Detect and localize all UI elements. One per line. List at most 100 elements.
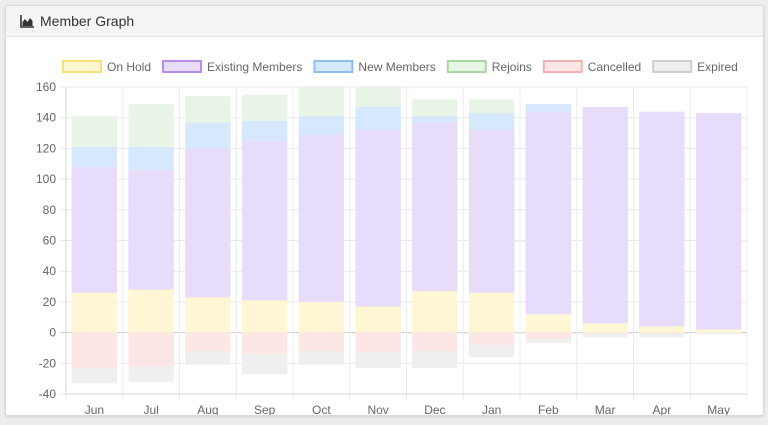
bar-expired-jun[interactable] — [71, 367, 118, 384]
y-tick-label: 80 — [43, 203, 57, 217]
legend-swatch-on-hold[interactable] — [62, 60, 102, 73]
bar-cancelled-apr[interactable] — [639, 332, 685, 335]
y-tick-label: 140 — [36, 111, 56, 125]
bar-existing-members-feb[interactable] — [525, 111, 572, 315]
bar-cancelled-jul[interactable] — [128, 332, 174, 367]
x-tick-label: Aug — [197, 403, 218, 415]
bar-new-members-sep[interactable] — [241, 120, 288, 141]
y-tick-label: 20 — [43, 295, 57, 309]
legend-swatch-existing-members[interactable] — [162, 60, 203, 73]
bar-cancelled-oct[interactable] — [298, 332, 345, 352]
bar-expired-apr[interactable] — [639, 334, 685, 338]
legend-swatch-expired[interactable] — [652, 60, 693, 73]
bar-on-hold-feb[interactable] — [525, 314, 572, 333]
bar-expired-dec[interactable] — [412, 351, 458, 368]
bar-expired-feb[interactable] — [525, 338, 572, 344]
bar-existing-members-jul[interactable] — [128, 169, 174, 290]
legend-swatch-new-members[interactable] — [313, 60, 354, 73]
bar-rejoins-jun[interactable] — [71, 116, 118, 147]
panel-header: Member Graph — [6, 6, 763, 37]
bar-rejoins-dec[interactable] — [412, 99, 458, 117]
x-tick-label: Apr — [653, 403, 672, 415]
y-tick-label: 100 — [36, 172, 56, 186]
y-tick-label: -40 — [39, 387, 57, 401]
bar-cancelled-jan[interactable] — [468, 332, 515, 345]
bar-on-hold-mar[interactable] — [582, 323, 628, 333]
legend-label-existing-members[interactable]: Existing Members — [207, 60, 302, 74]
y-tick-label: -20 — [39, 356, 57, 370]
bar-cancelled-dec[interactable] — [412, 332, 458, 352]
bar-expired-aug[interactable] — [185, 351, 231, 365]
member-chart: On Hold Existing Members New Members Rejoin… — [36, 60, 748, 415]
legend-label-cancelled[interactable]: Cancelled — [588, 60, 641, 74]
bar-rejoins-jan[interactable] — [468, 99, 515, 114]
bar-cancelled-sep[interactable] — [241, 332, 288, 355]
bar-existing-members-nov[interactable] — [355, 129, 401, 307]
bar-new-members-nov[interactable] — [355, 106, 401, 130]
bar-on-hold-jan[interactable] — [468, 292, 515, 333]
bar-existing-members-apr[interactable] — [639, 111, 685, 327]
bar-expired-mar[interactable] — [582, 334, 628, 338]
bar-on-hold-may[interactable] — [695, 329, 742, 333]
bar-on-hold-jun[interactable] — [71, 292, 118, 333]
bar-on-hold-oct[interactable] — [298, 301, 345, 333]
x-tick-label: Jun — [85, 403, 104, 415]
bar-expired-nov[interactable] — [355, 352, 401, 368]
bar-cancelled-mar[interactable] — [582, 332, 628, 335]
member-graph-panel: Member Graph On Hold Existing Members New … — [5, 5, 764, 416]
bar-cancelled-feb[interactable] — [525, 332, 572, 339]
bar-rejoins-jul[interactable] — [128, 103, 174, 147]
bar-expired-jul[interactable] — [128, 366, 174, 382]
x-tick-label: Mar — [595, 403, 616, 415]
legend-label-new-members[interactable]: New Members — [358, 60, 435, 74]
legend-label-rejoins[interactable]: Rejoins — [492, 60, 532, 74]
bar-existing-members-oct[interactable] — [298, 134, 345, 302]
bar-on-hold-jul[interactable] — [128, 289, 174, 333]
bar-expired-sep[interactable] — [241, 354, 288, 375]
bar-existing-members-jan[interactable] — [468, 129, 515, 293]
x-tick-label: Jan — [482, 403, 501, 415]
bar-new-members-dec[interactable] — [412, 116, 458, 123]
bar-new-members-feb[interactable] — [525, 103, 572, 112]
bar-existing-members-dec[interactable] — [412, 122, 458, 292]
bar-on-hold-aug[interactable] — [185, 297, 231, 333]
bar-new-members-aug[interactable] — [185, 122, 231, 149]
x-tick-label: Sep — [254, 403, 276, 415]
x-tick-label: Oct — [312, 403, 331, 415]
bar-existing-members-aug[interactable] — [185, 148, 231, 298]
bar-cancelled-nov[interactable] — [355, 332, 401, 353]
x-tick-label: Feb — [538, 403, 559, 415]
y-tick-label: 60 — [43, 234, 57, 248]
bar-cancelled-aug[interactable] — [185, 332, 231, 352]
y-tick-label: 40 — [43, 264, 57, 278]
legend-swatch-cancelled[interactable] — [542, 60, 583, 73]
x-tick-label: Jul — [143, 403, 158, 415]
bar-on-hold-nov[interactable] — [355, 306, 401, 333]
legend-label-expired[interactable]: Expired — [697, 60, 738, 74]
bar-new-members-oct[interactable] — [298, 116, 345, 135]
bar-on-hold-dec[interactable] — [412, 291, 458, 333]
legend-swatch-rejoins[interactable] — [446, 60, 487, 73]
bar-rejoins-nov[interactable] — [355, 87, 401, 107]
y-tick-label: 0 — [49, 326, 56, 340]
bar-on-hold-apr[interactable] — [639, 326, 685, 333]
bar-new-members-jan[interactable] — [468, 113, 515, 130]
bar-rejoins-aug[interactable] — [185, 96, 231, 123]
bar-existing-members-mar[interactable] — [582, 106, 628, 324]
bar-expired-jan[interactable] — [468, 344, 515, 358]
bar-new-members-jun[interactable] — [71, 146, 118, 167]
bar-existing-members-may[interactable] — [695, 113, 742, 330]
chart-area: On Hold Existing Members New Members Rejoin… — [6, 38, 763, 415]
bar-existing-members-sep[interactable] — [241, 140, 288, 301]
bar-rejoins-sep[interactable] — [241, 94, 288, 121]
y-tick-label: 120 — [36, 141, 56, 155]
bar-cancelled-jun[interactable] — [71, 332, 118, 368]
bar-expired-may[interactable] — [695, 332, 742, 335]
bar-rejoins-oct[interactable] — [298, 87, 345, 117]
legend-label-on-hold[interactable]: On Hold — [107, 60, 151, 74]
y-tick-label: 160 — [36, 80, 56, 94]
bar-on-hold-sep[interactable] — [241, 300, 288, 333]
bar-existing-members-jun[interactable] — [71, 166, 118, 293]
bar-new-members-jul[interactable] — [128, 146, 174, 170]
bar-expired-oct[interactable] — [298, 351, 345, 365]
